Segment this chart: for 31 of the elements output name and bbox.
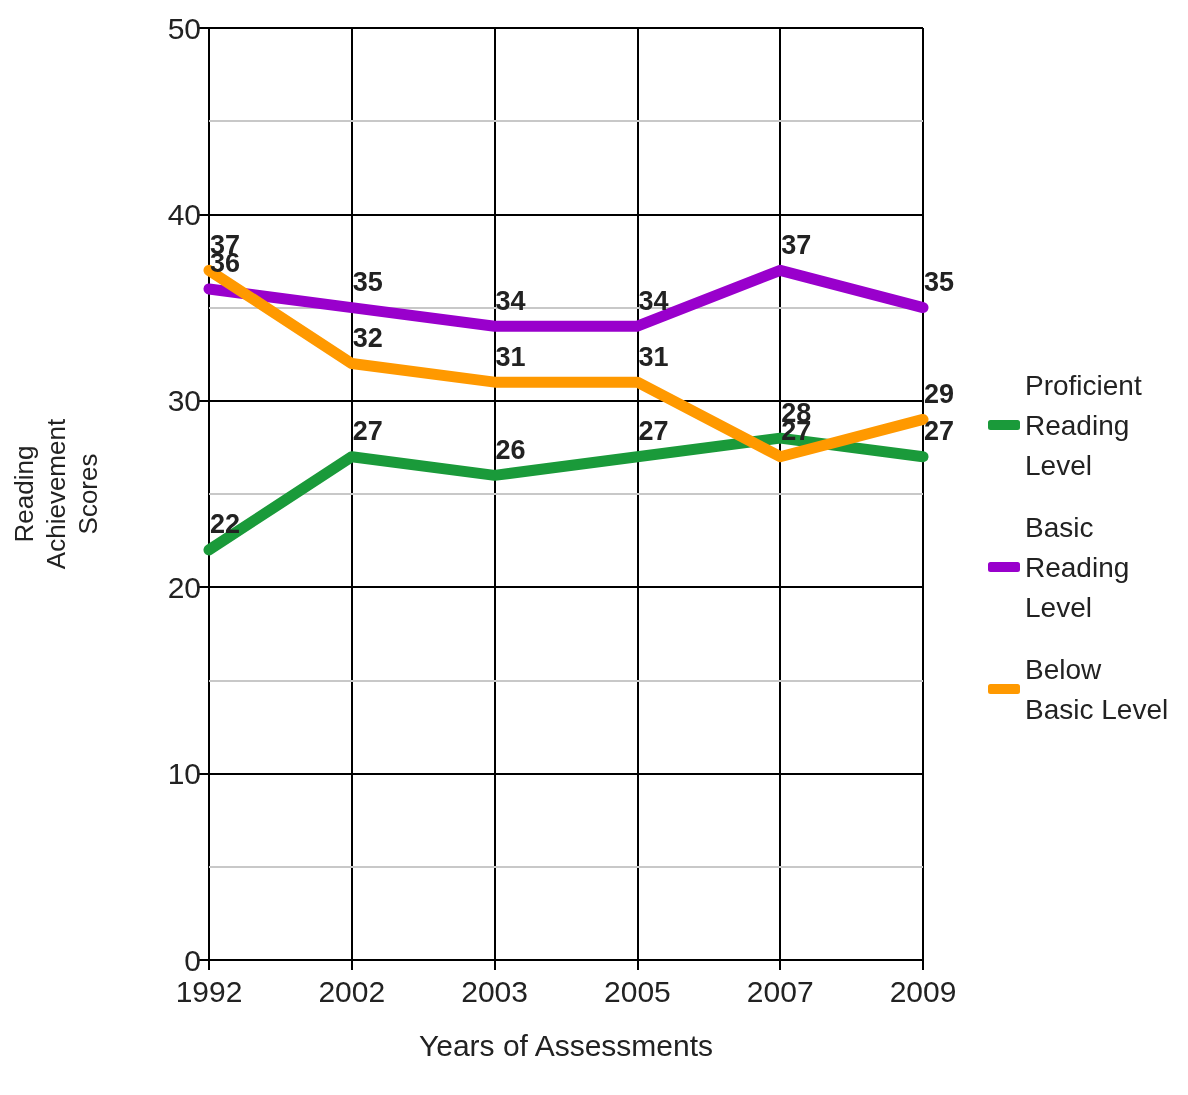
- data-label: 27: [352, 416, 383, 447]
- x-tick-label: 2002: [318, 974, 386, 1008]
- y-tick-label: 10: [167, 757, 201, 791]
- data-label: 35: [923, 267, 955, 298]
- legend-label: Below Basic Level: [1025, 653, 1169, 725]
- y-axis-title: Reading Achievement Scores: [9, 418, 103, 570]
- x-axis-title: Years of Assessments: [418, 1028, 714, 1062]
- y-tick-label: 40: [167, 197, 201, 231]
- x-tick-label: 2009: [889, 974, 957, 1008]
- legend-label: Proficient Reading Level: [1025, 369, 1150, 481]
- data-label: 34: [638, 285, 669, 316]
- data-label: 27: [923, 416, 955, 447]
- y-tick-label: 0: [184, 943, 201, 977]
- y-tick-label: 50: [167, 11, 201, 45]
- data-label: 22: [209, 509, 241, 540]
- data-label: 31: [638, 341, 669, 372]
- legend-label: Basic Reading Level: [1025, 511, 1138, 623]
- data-label: 29: [923, 378, 955, 409]
- data-label: 26: [495, 434, 526, 465]
- x-tick-label: 2005: [604, 974, 671, 1008]
- data-label: 27: [638, 416, 669, 447]
- x-tick-label: 2007: [746, 974, 814, 1008]
- x-tick-label: 2003: [461, 974, 528, 1008]
- data-label: 37: [781, 229, 812, 260]
- data-label: 35: [352, 267, 383, 298]
- data-label: 32: [352, 323, 383, 354]
- data-label: 34: [495, 285, 526, 316]
- x-tick-label: 1992: [175, 974, 243, 1008]
- y-tick-label: 30: [167, 384, 201, 418]
- data-label: 31: [495, 341, 526, 372]
- y-tick-label: 20: [167, 570, 201, 604]
